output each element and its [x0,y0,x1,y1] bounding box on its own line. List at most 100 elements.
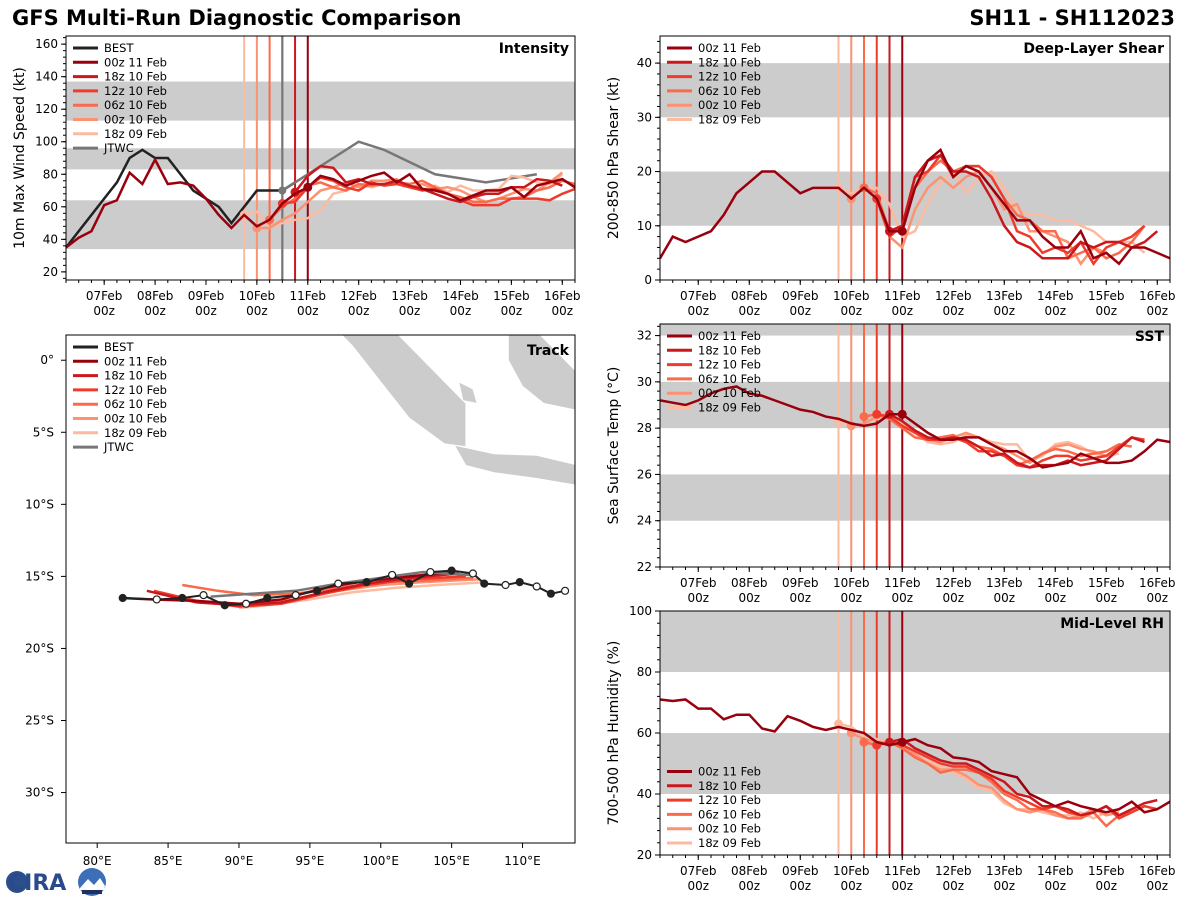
y-tick-label: 60 [637,726,652,740]
y-tick-label: 20 [637,848,652,862]
lat-tick-label: 15°S [25,569,54,583]
x-tick-label: 16Feb [1139,576,1176,590]
legend-label: 00z 10 Feb [104,113,167,127]
x-tick-label: 07Feb [86,289,123,303]
legend-label: 06z 10 Feb [698,84,761,98]
x-tick-label: 14Feb [1037,289,1074,303]
init-marker [897,409,907,419]
x-tick-label: 14Feb [1037,576,1074,590]
y-tick-label: 24 [637,514,652,528]
best-line [65,148,296,249]
x-tick-label: 00z [789,591,811,605]
legend-label: 12z 10 Feb [104,84,167,98]
x-tick-label: 00z [1044,304,1066,318]
land-mass [458,381,478,404]
legend-label: 06z 10 Feb [104,397,167,411]
legend-label: 06z 10 Feb [698,372,761,386]
x-tick-label: 16Feb [544,289,581,303]
y-axis-label: 200-850 hPa Shear (kt) [606,77,622,239]
legend-label: JTWC [103,440,134,454]
legend-label: 00z 11 Feb [104,354,167,368]
legend-label: 12z 10 Feb [698,358,761,372]
threshold-band [660,474,1170,521]
best-track-point [241,599,251,608]
y-tick-label: 60 [43,200,58,214]
x-tick-label: 00z [942,304,964,318]
x-tick-label: 00z [399,304,421,318]
x-tick-label: 09Feb [782,576,819,590]
best-track-point [480,579,489,588]
legend-label: 18z 09 Feb [104,426,167,440]
jtwc-init-dot [278,186,287,195]
x-tick-label: 12Feb [935,576,972,590]
x-tick-label: 09Feb [782,289,819,303]
y-tick-label: 100 [629,604,652,618]
x-tick-label: 08Feb [731,576,768,590]
cira-logo: CIRA [6,868,106,896]
lon-tick-label: 100°E [363,854,400,868]
x-tick-label: 00z [450,304,472,318]
lat-tick-label: 0° [40,353,54,367]
y-tick-label: 40 [637,787,652,801]
rh-panel: 2040608010007Feb00z08Feb00z09Feb00z10Feb… [606,604,1176,893]
best-track-point [515,578,524,587]
x-tick-label: 13Feb [391,289,428,303]
threshold-band [660,611,1170,672]
legend-label: 18z 10 Feb [698,779,761,793]
init-marker [859,737,869,747]
shear-panel: 01020304007Feb00z08Feb00z09Feb00z10Feb00… [606,35,1176,318]
storm-id: SH11 - SH112023 [969,6,1175,30]
init-marker [897,226,907,236]
x-tick-label: 00z [993,591,1015,605]
y-tick-label: 30 [637,375,652,389]
x-tick-label: 00z [738,304,760,318]
best-track-point [220,601,229,610]
x-tick-label: 00z [789,304,811,318]
page-title: GFS Multi-Run Diagnostic Comparison [12,6,462,30]
y-tick-label: 20 [637,165,652,179]
legend-label: 18z 09 Feb [698,836,761,850]
y-axis-label: Sea Surface Temp (°C) [606,367,622,525]
x-tick-label: 13Feb [986,864,1023,878]
x-tick-label: 00z [1146,879,1168,893]
x-tick-label: 09Feb [188,289,225,303]
track-panel: 80°E 85°E 90°E 95°E 100°E 105°E 110°E 0° 5°S 10°S… [25,334,576,868]
svg-text:CIRA: CIRA [8,871,66,896]
lat-tick-label: 30°S [25,786,54,800]
x-tick-label: 00z [93,304,115,318]
panel-title: Deep-Layer Shear [1023,41,1164,57]
series-line [838,169,1146,254]
y-tick-label: 22 [637,560,652,574]
legend-label: 06z 10 Feb [104,98,167,112]
threshold-band [660,733,1170,794]
init-marker [303,182,313,192]
x-tick-label: 12Feb [340,289,377,303]
legend-label: BEST [104,41,134,55]
series-line [294,164,563,204]
x-tick-label: 00z [993,304,1015,318]
legend-label: 12z 10 Feb [698,793,761,807]
land-mass [507,335,575,411]
lat-tick-label: 20°S [25,641,54,655]
y-axis-label: 700-500 hPa Humidity (%) [606,641,622,826]
best-track-point [532,582,541,591]
best-track-point [546,589,555,598]
x-tick-label: 10Feb [833,864,870,878]
best-track-point [118,593,127,603]
legend-label: 18z 09 Feb [104,127,167,141]
legend-label: 00z 10 Feb [698,822,761,836]
lat-tick-label: 5°S [33,425,54,439]
best-track-point [388,570,397,580]
legend-label: 18z 09 Feb [698,113,761,127]
lon-tick-label: 110°E [504,854,541,868]
y-tick-label: 160 [35,37,58,51]
lon-tick-label: 85°E [154,854,183,868]
x-tick-label: 00z [942,879,964,893]
x-tick-label: 14Feb [442,289,479,303]
best-track-point [468,569,478,578]
x-tick-label: 00z [840,591,862,605]
legend-label: 00z 11 Feb [698,329,761,343]
x-tick-label: 08Feb [731,864,768,878]
lon-tick-label: 80°E [83,854,112,868]
